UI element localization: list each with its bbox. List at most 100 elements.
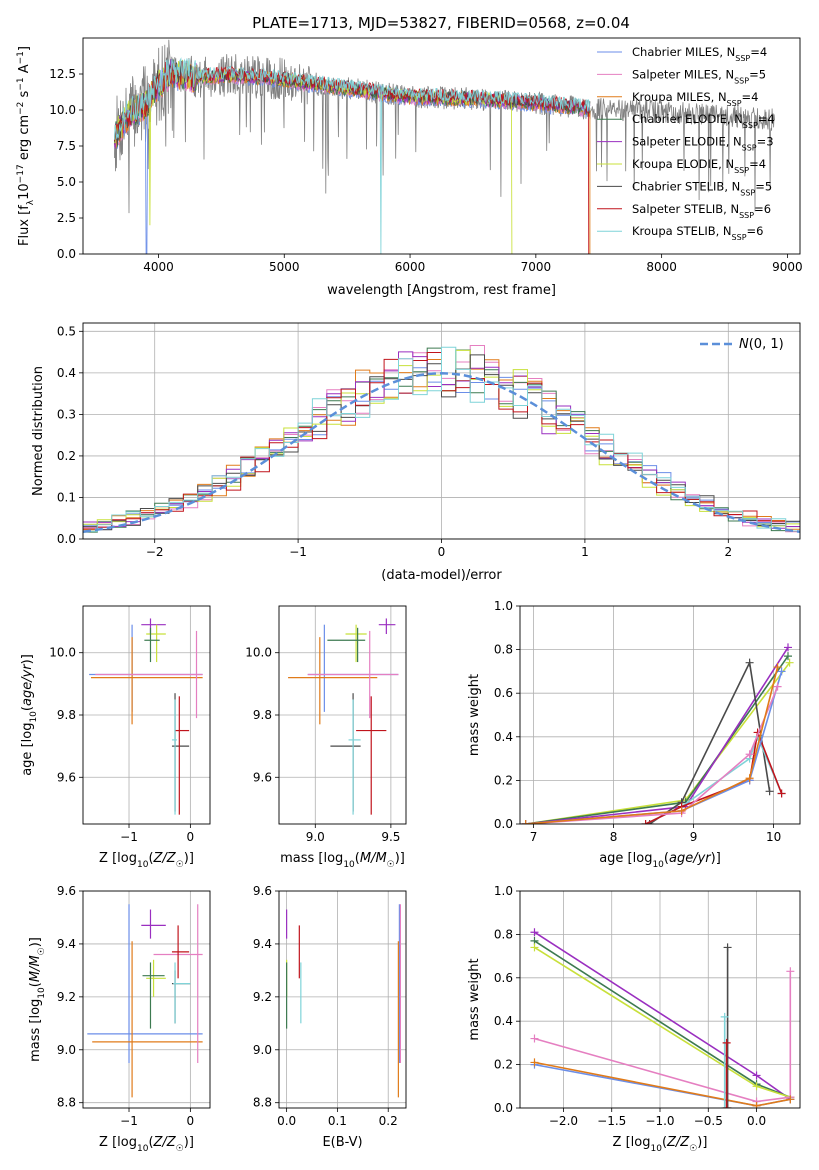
legend-label-text: Salpeter ELODIE, N (632, 135, 742, 149)
axis-label-part: A (17, 64, 32, 77)
mass-weight-line (525, 655, 789, 824)
legend-label-text: Kroupa MILES, N (632, 90, 727, 104)
legend-label-value: =4 (749, 157, 766, 171)
figure-title: PLATE=1713, MJD=53827, FIBERID=0568, z=0… (252, 14, 630, 32)
legend-label: Chabrier MILES, NSSP=4 (632, 45, 767, 63)
legend-label: Chabrier ELODIE, NSSP=4 (632, 112, 775, 130)
axis-label-part: age/yr (669, 851, 712, 866)
y-tick-label: 0.4 (494, 730, 513, 744)
mass-weight-marker (530, 1058, 539, 1067)
axis-label-part: M/M (360, 851, 387, 866)
normal-curve (83, 372, 800, 533)
x-axis-label: Z [log10(Z/Z☉)] (99, 851, 194, 870)
x-tick-label: 0 (187, 1114, 195, 1128)
y-tick-label: 5.0 (57, 175, 76, 189)
y-tick-label: 0.6 (494, 971, 513, 985)
mass-weight-vs-metallicity-panel: −2.0 −1.5 −1.0 −0.5 0.0 0.0 0.2 0.4 0.6 0.8 1.0 Z [… (467, 884, 801, 1154)
y-axis-label: Normed distribution (31, 366, 46, 496)
mass-weight-line (525, 671, 783, 824)
legend-label-sub: SSP (734, 166, 749, 175)
axis-label-part: ( (148, 851, 153, 866)
age-vs-mass-panel: 9.0 9.5 9.6 9.8 10.0 mass [log10(M/M☉)] (245, 605, 407, 870)
axis-label-part: )] (184, 1135, 194, 1150)
x-tick-label: 9000 (772, 260, 803, 274)
legend-label-text: Salpeter STELIB, N (632, 202, 739, 216)
legend-label: Salpeter ELODIE, NSSP=3 (632, 135, 774, 153)
axis-label-part: ☉ (176, 1144, 184, 1154)
axis-label-part: M/M (28, 955, 43, 982)
legend-label-sub: SSP (743, 121, 758, 130)
plot-area (279, 891, 406, 1108)
legend-label: Kroupa MILES, NSSP=4 (632, 90, 758, 108)
axis-label-part: Z [log (613, 1135, 651, 1150)
axis-labels: −1 09.69.810.0Z [log10(Z/Z☉)]age [log10(a… (20, 646, 194, 870)
mass-weight-marker (765, 787, 774, 796)
mass-weight-marker (773, 682, 782, 691)
x-tick-label: −2 (146, 545, 164, 559)
x-tick-label: 7 (530, 830, 538, 844)
x-tick-label: 8000 (646, 260, 677, 274)
mass-weight-line (525, 646, 789, 824)
axis-label-part: 10 (137, 860, 149, 870)
x-tick-label: 9.5 (381, 830, 400, 844)
mass-weight-marker (521, 820, 530, 824)
axis-label-part: ☉ (176, 860, 184, 870)
mass-weight-marker (723, 1104, 732, 1108)
axis-labels: 0.0 0.1 0.2 8.8 9.0 9.2 9.4 9.6 E(B-V) (253, 884, 398, 1150)
x-axis-label: age [log10(age/yr)] (599, 851, 721, 870)
axis-label-part: )] (697, 1135, 707, 1150)
y-tick-label: 9.8 (57, 708, 76, 722)
axis-label-part: E(B-V) (322, 1135, 362, 1150)
x-tick-label: 5000 (269, 260, 300, 274)
x-tick-label: −1 (120, 830, 138, 844)
mass-weight-marker (722, 1104, 731, 1108)
legend-label-sub: SSP (734, 76, 749, 85)
mass-weight-marker (723, 943, 732, 952)
y-axis-label: mass [log10(M/M☉)] (28, 937, 47, 1062)
axis-label-part: 10 (37, 987, 47, 999)
mass-weight-line (649, 660, 771, 824)
legend-label-value: =5 (755, 179, 772, 193)
legend-label: Chabrier STELIB, NSSP=5 (632, 179, 772, 197)
axes-frame (82, 605, 211, 825)
axis-label-part: 10 (17, 183, 32, 200)
axis-label-part: 10 (29, 711, 39, 723)
y-tick-label: 2.5 (57, 211, 76, 225)
legend-label-value: =5 (749, 67, 766, 81)
mass-weight-marker (722, 1038, 731, 1047)
x-axis-label: E(B-V) (322, 1135, 362, 1150)
mass-weight-marker (641, 820, 650, 824)
x-tick-label: 0.0 (277, 1114, 296, 1128)
y-tick-label: 0.8 (494, 643, 513, 657)
axes-frame (82, 322, 801, 540)
legend-label-text: Salpeter MILES, N (632, 67, 734, 81)
y-tick-label: 8.8 (253, 1096, 272, 1110)
legend-label-text: Kroupa STELIB, N (632, 224, 732, 238)
mass-weight-line (525, 686, 779, 824)
mass-weight-marker (752, 1101, 761, 1108)
plot-area (520, 891, 800, 1108)
y-tick-label: 0.2 (57, 449, 76, 463)
y-tick-label: 0.6 (494, 686, 513, 700)
x-tick-label: 2 (724, 545, 732, 559)
x-tick-label: −1 (120, 1114, 138, 1128)
y-tick-label: 9.6 (57, 884, 76, 898)
mass-weight-marker (773, 663, 782, 672)
legend-label-value: =4 (758, 112, 775, 126)
x-tick-label: 8 (610, 830, 618, 844)
y-tick-label: 9.4 (57, 937, 76, 951)
y-tick-label: 0.5 (57, 324, 76, 338)
axis-labels: 9.0 9.5 9.6 9.8 10.0 mass [log10(M/M☉)] (245, 646, 405, 870)
axis-label-part: ( (662, 1135, 667, 1150)
axis-label-part: )] (28, 937, 43, 947)
x-axis-label: (data-model)/error (381, 568, 502, 583)
axis-label-part: 10 (137, 1144, 149, 1154)
legend-label-sub: SSP (732, 233, 747, 242)
x-tick-label: −1.5 (597, 1114, 626, 1128)
mass-weight-line (534, 940, 791, 1098)
axis-label-part: λ (26, 199, 36, 205)
mass-weight-marker (752, 1082, 761, 1091)
x-tick-label: −1 (289, 545, 307, 559)
y-tick-label: 9.0 (253, 1043, 272, 1057)
